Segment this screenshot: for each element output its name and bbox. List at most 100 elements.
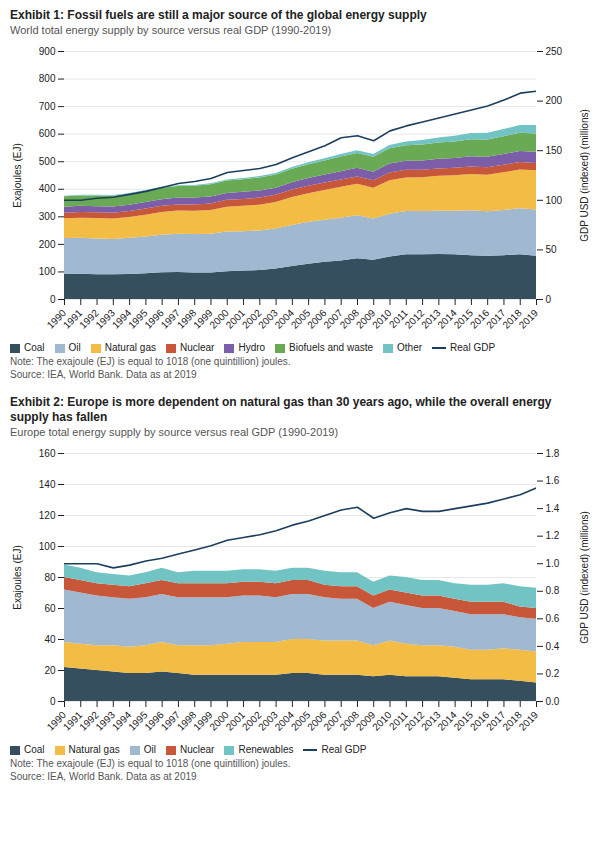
svg-text:1993: 1993 bbox=[93, 709, 117, 733]
svg-text:0.2: 0.2 bbox=[546, 668, 560, 679]
svg-text:300: 300 bbox=[39, 211, 56, 222]
svg-text:2014: 2014 bbox=[435, 307, 459, 331]
svg-text:40: 40 bbox=[44, 634, 56, 645]
svg-text:2000: 2000 bbox=[207, 307, 231, 331]
svg-text:2011: 2011 bbox=[387, 307, 410, 331]
svg-text:1.4: 1.4 bbox=[546, 503, 560, 514]
svg-text:2000: 2000 bbox=[207, 709, 231, 733]
svg-text:200: 200 bbox=[39, 239, 56, 250]
svg-text:160: 160 bbox=[39, 448, 56, 459]
svg-text:2010: 2010 bbox=[370, 709, 394, 733]
svg-text:0.8: 0.8 bbox=[546, 585, 560, 596]
svg-text:0: 0 bbox=[50, 696, 56, 707]
svg-text:2003: 2003 bbox=[256, 307, 280, 331]
svg-text:700: 700 bbox=[39, 101, 56, 112]
svg-text:2011: 2011 bbox=[387, 709, 410, 733]
svg-text:2007: 2007 bbox=[321, 307, 345, 331]
svg-text:2018: 2018 bbox=[500, 709, 524, 733]
svg-text:2010: 2010 bbox=[370, 307, 394, 331]
svg-text:20: 20 bbox=[44, 665, 56, 676]
svg-text:1992: 1992 bbox=[77, 307, 101, 331]
svg-text:2012: 2012 bbox=[402, 307, 427, 331]
svg-text:GDP USD (indexed) (millions): GDP USD (indexed) (millions) bbox=[579, 511, 590, 644]
svg-text:800: 800 bbox=[39, 73, 56, 84]
svg-text:140: 140 bbox=[39, 479, 56, 490]
svg-text:2009: 2009 bbox=[353, 307, 378, 331]
svg-text:2018: 2018 bbox=[500, 307, 524, 331]
svg-text:1.0: 1.0 bbox=[546, 558, 560, 569]
svg-text:2016: 2016 bbox=[467, 307, 492, 331]
svg-text:1998: 1998 bbox=[174, 307, 199, 331]
svg-text:1.6: 1.6 bbox=[546, 475, 560, 486]
svg-text:1994: 1994 bbox=[109, 307, 134, 331]
svg-text:100: 100 bbox=[546, 195, 563, 206]
svg-text:250: 250 bbox=[546, 46, 563, 57]
svg-text:1991: 1991 bbox=[60, 709, 85, 733]
svg-text:Exajoules (EJ): Exajoules (EJ) bbox=[12, 143, 23, 207]
svg-text:0.0: 0.0 bbox=[546, 696, 560, 707]
svg-text:60: 60 bbox=[44, 603, 56, 614]
svg-text:Exajoules (EJ): Exajoules (EJ) bbox=[12, 545, 23, 609]
svg-text:2008: 2008 bbox=[337, 307, 362, 331]
svg-text:1990: 1990 bbox=[44, 307, 69, 331]
html-text:Exhibit 2: Europe is more depe: Exhibit 2: Europe is more dependent on n… bbox=[10, 395, 552, 424]
svg-text:0: 0 bbox=[50, 294, 56, 305]
svg-text:1997: 1997 bbox=[158, 307, 183, 331]
svg-text:1.8: 1.8 bbox=[546, 448, 560, 459]
svg-text:2007: 2007 bbox=[321, 709, 345, 733]
svg-text:150: 150 bbox=[546, 145, 563, 156]
svg-text:500: 500 bbox=[39, 156, 56, 167]
svg-text:1994: 1994 bbox=[109, 709, 134, 733]
svg-text:0.6: 0.6 bbox=[546, 613, 560, 624]
svg-text:1998: 1998 bbox=[174, 709, 199, 733]
svg-text:900: 900 bbox=[39, 46, 56, 57]
svg-text:2008: 2008 bbox=[337, 709, 362, 733]
svg-text:2006: 2006 bbox=[305, 709, 329, 733]
svg-text:2015: 2015 bbox=[451, 307, 476, 331]
svg-text:2003: 2003 bbox=[256, 709, 280, 733]
svg-text:100: 100 bbox=[39, 541, 56, 552]
svg-text:2017: 2017 bbox=[484, 709, 508, 733]
svg-text:1995: 1995 bbox=[126, 307, 150, 331]
svg-text:1990: 1990 bbox=[44, 709, 69, 733]
svg-text:1992: 1992 bbox=[77, 709, 101, 733]
svg-text:2015: 2015 bbox=[451, 709, 476, 733]
svg-text:2001: 2001 bbox=[223, 709, 248, 733]
svg-text:1991: 1991 bbox=[60, 307, 85, 331]
svg-text:2014: 2014 bbox=[435, 709, 459, 733]
svg-text:1999: 1999 bbox=[191, 709, 215, 733]
svg-text:600: 600 bbox=[39, 128, 56, 139]
svg-text:0: 0 bbox=[546, 294, 552, 305]
svg-text:2013: 2013 bbox=[419, 709, 443, 733]
svg-text:2006: 2006 bbox=[305, 307, 329, 331]
svg-text:1997: 1997 bbox=[158, 709, 183, 733]
svg-text:2002: 2002 bbox=[240, 307, 264, 331]
svg-text:1995: 1995 bbox=[126, 709, 150, 733]
svg-text:2005: 2005 bbox=[288, 307, 313, 331]
svg-text:2004: 2004 bbox=[272, 307, 296, 331]
svg-text:1993: 1993 bbox=[93, 307, 117, 331]
svg-text:2005: 2005 bbox=[288, 709, 313, 733]
svg-text:200: 200 bbox=[546, 95, 563, 106]
svg-text:80: 80 bbox=[44, 572, 56, 583]
svg-text:100: 100 bbox=[39, 266, 56, 277]
svg-text:0.4: 0.4 bbox=[546, 641, 560, 652]
svg-text:2002: 2002 bbox=[240, 709, 264, 733]
svg-text:1996: 1996 bbox=[142, 709, 166, 733]
svg-text:2019: 2019 bbox=[517, 709, 541, 733]
svg-text:400: 400 bbox=[39, 183, 56, 194]
svg-text:GDP USD (indexed) (millions): GDP USD (indexed) (millions) bbox=[579, 109, 590, 242]
svg-text:2001: 2001 bbox=[223, 307, 248, 331]
svg-text:120: 120 bbox=[39, 510, 56, 521]
svg-text:2013: 2013 bbox=[419, 307, 443, 331]
svg-text:2009: 2009 bbox=[353, 709, 378, 733]
svg-text:1.2: 1.2 bbox=[546, 530, 560, 541]
svg-text:1996: 1996 bbox=[142, 307, 166, 331]
svg-text:1999: 1999 bbox=[191, 307, 215, 331]
svg-text:50: 50 bbox=[546, 244, 558, 255]
svg-text:2017: 2017 bbox=[484, 307, 508, 331]
svg-text:2019: 2019 bbox=[517, 307, 541, 331]
svg-text:2012: 2012 bbox=[402, 709, 427, 733]
svg-text:2004: 2004 bbox=[272, 709, 296, 733]
svg-text:2016: 2016 bbox=[467, 709, 492, 733]
